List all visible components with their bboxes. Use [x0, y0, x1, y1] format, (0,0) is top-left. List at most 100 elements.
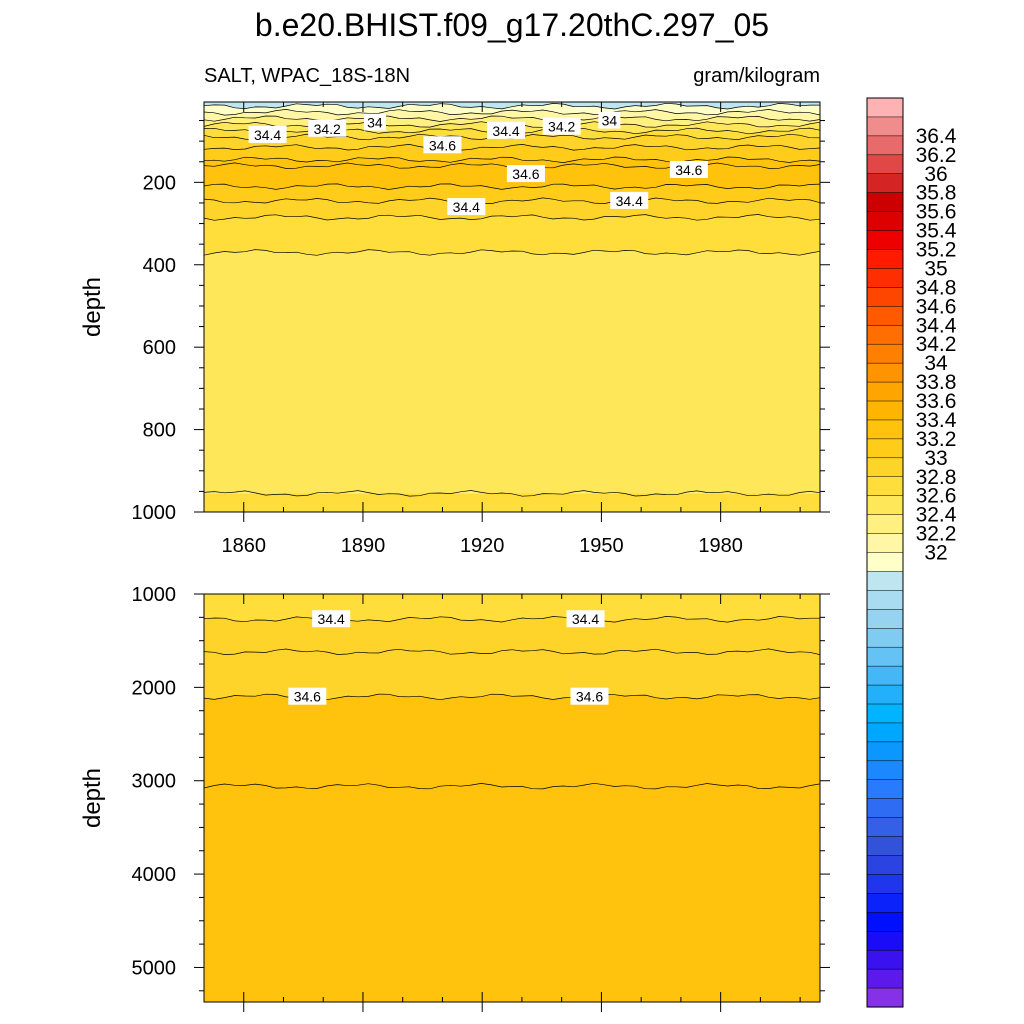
contour-label: 34.4 — [610, 191, 649, 209]
colorbar-swatch — [866, 987, 904, 1008]
contour-line — [204, 616, 820, 623]
colorbar-swatch — [866, 949, 904, 970]
colorbar-swatch — [866, 646, 904, 667]
y-tick-label: 600 — [143, 337, 176, 359]
contour-line — [204, 109, 820, 116]
colorbar-swatch — [866, 760, 904, 781]
colorbar-swatch — [866, 230, 904, 251]
salinity-field: 34.4 34.4 34.6 34.6 — [204, 594, 820, 1002]
colorbar-label: 33.2 — [916, 428, 957, 451]
colorbar-label: 34.4 — [916, 314, 957, 337]
contour-line — [204, 115, 820, 122]
colorbar-label: 35 — [924, 257, 947, 280]
lower-depth-time-panel: 34.4 34.4 34.6 34.6 1000 2000 3000 4000 5000 dept… — [79, 584, 830, 1012]
colorbar-swatch — [866, 590, 904, 610]
contour-line — [204, 156, 820, 164]
colorbar-label: 32.6 — [916, 485, 957, 508]
colorbar-swatch — [866, 552, 904, 572]
contour-line — [204, 197, 820, 204]
colorbar-swatch — [866, 798, 904, 819]
svg-text:34: 34 — [602, 113, 618, 129]
svg-text:34.6: 34.6 — [294, 689, 321, 705]
plot-frame — [203, 593, 821, 1003]
colorbar-swatch — [866, 438, 904, 459]
x-tick-label: 1980 — [698, 535, 743, 557]
contour-label: 34.4 — [312, 610, 351, 628]
colorbar: 36.436.23635.835.635.435.23534.834.634.4… — [866, 97, 957, 1008]
contour-line — [204, 648, 820, 655]
contour-line — [204, 249, 820, 256]
svg-text:34.6: 34.6 — [675, 162, 702, 178]
contour-label: 34 — [598, 111, 621, 129]
y-tick-label: 3000 — [132, 771, 177, 793]
colorbar-swatch — [866, 173, 904, 194]
y-tick-label: 200 — [143, 172, 176, 194]
colorbar-swatch — [866, 817, 904, 838]
colorbar-swatch — [866, 968, 904, 989]
svg-text:34.6: 34.6 — [512, 166, 539, 182]
colorbar-label: 33.6 — [916, 390, 957, 413]
contour-label: 34.4 — [487, 121, 526, 139]
colorbar-label: 36.2 — [916, 144, 957, 167]
contour-label: 34.4 — [248, 125, 287, 143]
contour-label: 34.6 — [288, 687, 327, 705]
salinity-band — [204, 102, 820, 109]
contour-label: 34.6 — [506, 165, 545, 183]
right-subtitle: gram/kilogram — [693, 65, 820, 87]
x-tick-label: 1920 — [460, 535, 505, 557]
colorbar-label: 32.4 — [916, 504, 957, 527]
colorbar-swatch — [866, 722, 904, 743]
colorbar-swatch — [866, 287, 904, 307]
salinity-band — [204, 694, 820, 789]
colorbar-swatch — [866, 836, 904, 857]
colorbar-swatch — [866, 628, 904, 648]
contour-label: 34.2 — [308, 119, 347, 137]
colorbar-swatch — [866, 609, 904, 629]
salinity-band — [204, 249, 820, 497]
colorbar-swatch — [866, 325, 904, 345]
salinity-band — [204, 183, 820, 204]
svg-text:34.6: 34.6 — [429, 137, 456, 153]
colorbar-label: 35.2 — [916, 239, 957, 262]
colorbar-swatch — [866, 533, 904, 554]
svg-text:34.2: 34.2 — [548, 119, 575, 135]
colorbar-swatch — [866, 931, 904, 951]
salinity-band — [204, 648, 820, 700]
colorbar-swatch — [866, 192, 904, 213]
colorbar-label: 33.8 — [916, 371, 957, 394]
contour-line — [204, 782, 820, 790]
contour-label: 34.4 — [566, 610, 605, 628]
colorbar-swatch — [866, 514, 904, 535]
colorbar-swatch — [866, 343, 904, 364]
contour-label: 34.4 — [447, 198, 486, 216]
colorbar-label: 32.8 — [916, 466, 957, 489]
colorbar-label: 34.2 — [916, 333, 957, 356]
contour-label: 34.6 — [669, 160, 708, 178]
y-tick-label: 5000 — [132, 957, 177, 979]
x-tick-label: 1860 — [221, 535, 266, 557]
salinity-band — [204, 103, 820, 116]
y-axis-label: depth — [79, 277, 106, 337]
colorbar-label: 35.8 — [916, 182, 957, 205]
colorbar-swatch — [866, 741, 904, 762]
contour-label: 34.2 — [542, 117, 581, 135]
contour-label: 34.6 — [423, 136, 462, 154]
colorbar-swatch — [866, 476, 904, 497]
x-tick-label: 1890 — [341, 535, 386, 557]
svg-text:34.4: 34.4 — [616, 193, 643, 209]
svg-text:34.4: 34.4 — [453, 199, 480, 215]
colorbar-swatch — [866, 116, 904, 137]
svg-text:34.4: 34.4 — [492, 123, 519, 139]
left-subtitle: SALT, WPAC_18S-18N — [204, 65, 410, 87]
x-tick-label: 1950 — [579, 535, 624, 557]
salinity-band — [204, 197, 820, 221]
colorbar-swatch — [866, 154, 904, 175]
colorbar-swatch — [866, 893, 904, 913]
colorbar-label: 33.4 — [916, 409, 957, 432]
colorbar-swatch — [866, 703, 904, 724]
svg-text:34.4: 34.4 — [572, 611, 599, 627]
contour-line — [204, 144, 820, 151]
figure-title: b.e20.BHIST.f09_g17.20thC.297_05 — [255, 7, 769, 43]
contour-line — [204, 102, 820, 110]
